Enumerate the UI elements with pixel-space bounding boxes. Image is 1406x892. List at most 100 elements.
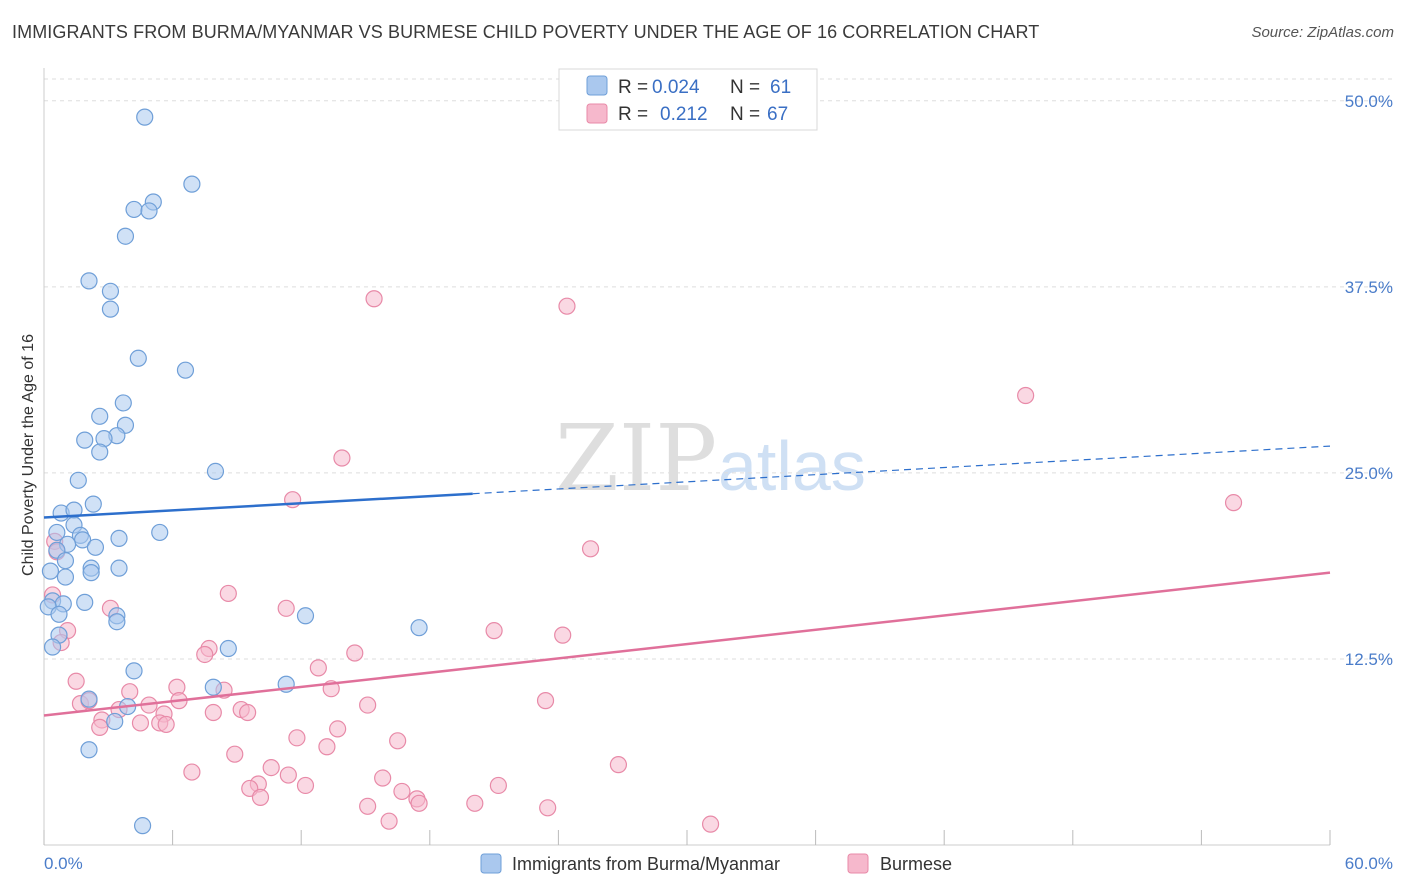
blue-point-42 [50,605,68,623]
pink-point-19 [196,645,214,664]
blue-point-10 [176,361,195,379]
blue-point-46 [410,619,428,637]
y-tick-labels: 12.5% 25.0% 37.5% 50.0% [1345,92,1393,669]
blue-point-55 [106,712,124,731]
legend: R = 0.024 N = 61 R = 0.212 N = 67 [558,68,818,131]
pink-point-25 [121,683,139,701]
bottom-legend-label-burma: Immigrants from Burma/Myanmar [512,854,780,874]
pink-point-21 [67,672,85,690]
pink-point-46 [226,745,244,763]
blue-point-37 [82,564,100,582]
gridlines [44,78,1392,660]
blue-point-36 [41,562,60,580]
blue-point-9 [129,349,147,367]
watermark-zip: ZIP [555,405,717,512]
y-tick-label-3: 50.0% [1345,92,1393,111]
blue-point-0 [136,108,154,126]
pink-point-14 [485,622,503,640]
legend-swatch-blue [586,75,608,96]
legend-r-label-2: R = [618,104,648,125]
blue-point-27 [110,529,128,547]
pink-point-18 [346,644,364,662]
blue-point-53 [80,690,98,708]
legend-r-value-2: 0.212 [660,104,708,125]
pink-point-54 [489,776,507,795]
x-tick-label-max: 60.0% [1345,854,1393,873]
blue-point-48 [219,639,237,658]
pink-point-59 [410,794,428,812]
pink-point-48 [183,763,201,781]
pink-point-60 [466,794,484,812]
blue-point-25 [151,523,169,542]
watermark: ZIP atlas [555,405,866,512]
y-axis-label: Child Poverty Under the Age of 16 [20,334,37,576]
pink-point-53 [296,776,315,795]
x-axis-ticks [43,830,1331,845]
pink-point-35 [204,703,222,722]
pink-point-41 [329,720,347,738]
legend-r-label-1: R = [618,77,648,98]
bottom-legend-swatch-pink [847,853,869,874]
bottom-legend: Immigrants from Burma/Myanmar Burmese [480,853,952,874]
blue-point-50 [125,662,143,680]
legend-n-value-2: 67 [767,104,788,125]
watermark-atlas: atlas [718,427,866,505]
trend-line-burma-solid [43,492,473,519]
y-tick-label-1: 25.0% [1345,464,1393,483]
source-credit: Source: ZipAtlas.com [1251,24,1394,41]
blue-point-16 [76,431,94,449]
pink-point-2 [1017,386,1035,405]
blue-point-20 [84,495,102,513]
pink-point-1 [558,297,576,315]
blue-point-19 [206,462,225,480]
legend-n-label-1: N = [730,77,760,98]
blue-point-56 [80,741,98,759]
bottom-legend-label-burmese: Burmese [880,854,952,874]
blue-point-24 [48,523,66,542]
pink-point-43 [288,729,306,747]
pink-point-6 [581,540,600,558]
blue-point-44 [296,607,315,625]
blue-point-12 [91,407,109,425]
pink-point-20 [309,659,327,677]
pink-point-40 [157,715,175,734]
pink-point-50 [279,766,297,784]
pink-point-62 [539,799,557,817]
blue-point-52 [204,678,222,696]
pink-point-0 [365,290,383,308]
pink-point-63 [380,812,398,830]
legend-n-label-2: N = [730,104,760,125]
pink-point-57 [251,788,270,806]
blue-point-4 [140,202,158,220]
pink-point-10 [219,584,237,603]
blue-point-57 [133,817,152,835]
blue-point-49 [43,638,62,656]
pink-point-27 [536,692,555,710]
blue-point-5 [116,227,135,245]
y-tick-label-0: 12.5% [1345,650,1393,669]
pink-point-4 [333,449,351,467]
blue-point-45 [108,613,126,631]
pink-point-52 [374,769,392,787]
pink-point-64 [701,815,720,833]
blue-point-18 [69,471,87,489]
pink-point-44 [389,732,407,750]
pink-point-15 [554,626,572,644]
pink-point-61 [359,797,377,815]
y-tick-label-2: 37.5% [1345,278,1393,297]
pink-point-11 [277,599,295,617]
blue-point-17 [91,443,109,461]
blue-point-30 [86,538,105,556]
pink-point-3 [1224,494,1243,512]
blue-point-34 [110,559,128,577]
blue-point-11 [114,394,132,412]
pink-point-31 [359,696,377,714]
blue-point-35 [56,568,75,586]
series-burma-points [39,108,428,835]
pink-point-45 [318,738,336,756]
legend-swatch-pink [586,103,608,124]
legend-r-value-1: 0.024 [652,77,700,98]
pink-point-47 [609,756,628,774]
series-burmese-points [43,290,1243,833]
blue-point-7 [101,282,120,300]
